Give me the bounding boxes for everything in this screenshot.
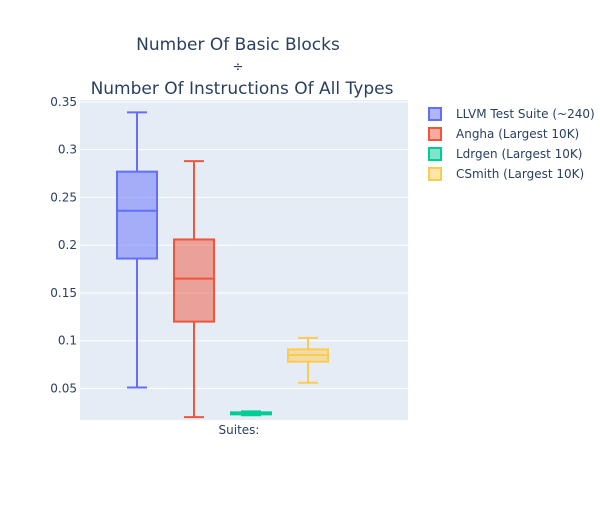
legend-swatch [428, 127, 442, 141]
y-tick-label: 0.3 [58, 143, 77, 157]
box-1[interactable] [173, 160, 215, 419]
legend-item[interactable]: LLVM Test Suite (~240) [428, 107, 595, 121]
chart-title: Number Of Basic Blocks ÷ Number Of Instr… [91, 35, 394, 99]
box-0[interactable] [116, 111, 158, 389]
y-tick-label: 0.25 [50, 190, 77, 204]
legend-label: Ldrgen (Largest 10K) [456, 147, 582, 161]
legend-item[interactable]: Ldrgen (Largest 10K) [428, 147, 582, 161]
box-2[interactable] [230, 410, 272, 417]
y-tick-label: 0.05 [50, 381, 77, 395]
box-3[interactable] [287, 336, 329, 384]
legend-label: Angha (Largest 10K) [456, 127, 579, 141]
x-axis-label: Suites: [219, 423, 260, 437]
title-line-2: ÷ [233, 60, 244, 75]
box-iqr [173, 238, 215, 323]
y-tick-label: 0.1 [58, 334, 77, 348]
title-line-1: Number Of Basic Blocks [136, 35, 340, 55]
legend-label: CSmith (Largest 10K) [456, 167, 584, 181]
legend[interactable]: LLVM Test Suite (~240) Angha (Largest 10K… [428, 107, 595, 181]
legend-swatch [428, 147, 442, 161]
box-series [116, 111, 329, 419]
title-line-3: Number Of Instructions Of All Types [91, 79, 394, 99]
y-axis-ticks: 0.05 0.1 0.15 0.2 0.25 0.3 0.35 [50, 95, 77, 396]
y-tick-label: 0.35 [50, 95, 77, 109]
legend-item[interactable]: Angha (Largest 10K) [428, 127, 579, 141]
plot-background [80, 100, 408, 420]
legend-swatch [428, 107, 442, 121]
legend-item[interactable]: CSmith (Largest 10K) [428, 167, 584, 181]
legend-swatch [428, 167, 442, 181]
y-tick-label: 0.15 [50, 286, 77, 300]
y-tick-label: 0.2 [58, 238, 77, 252]
box-iqr [116, 170, 158, 260]
legend-label: LLVM Test Suite (~240) [456, 107, 595, 121]
